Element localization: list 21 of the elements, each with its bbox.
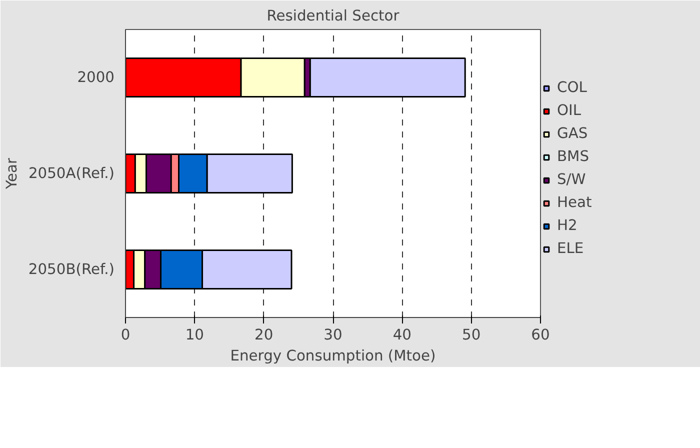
legend-label: GAS — [557, 125, 588, 142]
legend-label: COL — [557, 79, 587, 96]
legend-label: H2 — [557, 217, 578, 234]
y-tick-label: 2050A(Ref.) — [28, 165, 115, 182]
legend-label: Heat — [557, 194, 592, 211]
chart-title: Residential Sector — [266, 8, 400, 24]
legend-label: S/W — [557, 171, 586, 188]
x-tick-label: 20 — [254, 326, 274, 344]
y-tick-label: 2000 — [77, 69, 115, 86]
x-axis-title: Energy Consumption (Mtoe) — [230, 348, 436, 364]
legend-label: OIL — [557, 102, 582, 119]
legend-label: BMS — [557, 148, 590, 165]
y-axis-title: Year — [3, 157, 20, 190]
x-tick-label: 50 — [462, 326, 481, 344]
x-tick-label: 60 — [531, 326, 550, 344]
x-tick-label: 30 — [324, 326, 342, 344]
y-tick-label: 2050B(Ref.) — [28, 261, 115, 278]
x-tick-label: 10 — [185, 326, 204, 344]
x-tick-label: 40 — [392, 326, 412, 344]
x-tick-label: 0 — [120, 326, 130, 344]
legend-label: ELE — [557, 240, 584, 257]
